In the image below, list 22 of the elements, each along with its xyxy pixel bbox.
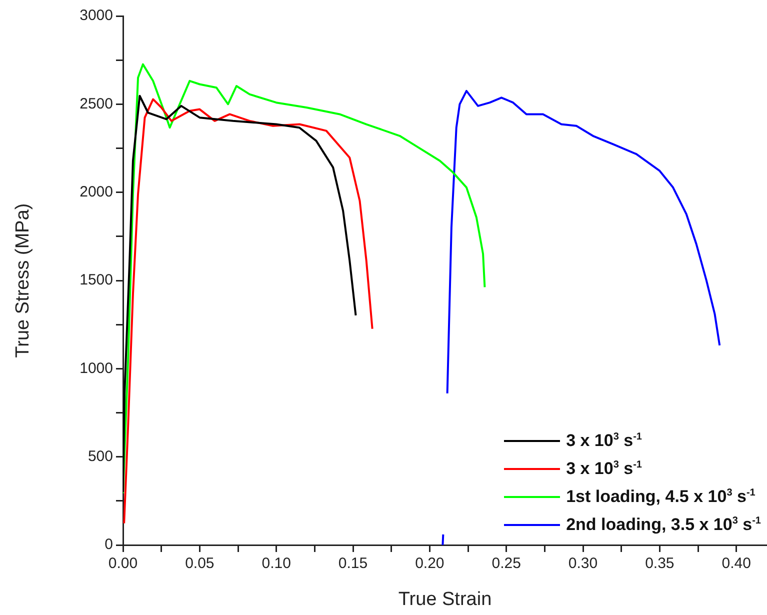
x-tick-label: 0.05 (185, 555, 214, 572)
x-tick-label: 0.25 (492, 555, 521, 572)
x-tick-label: 0.30 (568, 555, 598, 572)
legend-label: 1st loading, 4.5 x 10$^{3}$ s$^{-1}$ (566, 487, 756, 507)
legend-label: 3 x 10$^{3}$ s$^{-1}$ (566, 431, 642, 451)
legend-label: 2nd loading, 3.5 x 10$^{3}$ s$^{-1}$ (566, 515, 761, 535)
x-tick-label: 0.10 (262, 555, 291, 572)
y-tick-label: 3000 (80, 7, 113, 24)
x-tick-label: 0.35 (645, 555, 674, 572)
y-tick-label: 1500 (80, 272, 113, 289)
x-tick-label: 0.15 (338, 555, 368, 572)
x-axis-title: True Strain (398, 588, 492, 610)
x-tick-label: 0.20 (415, 555, 444, 572)
y-tick-label: 0 (104, 536, 113, 554)
y-axis-title: True Stress (MPa) (12, 203, 34, 358)
x-tick-label: 0.40 (722, 555, 751, 572)
y-tick-label: 500 (88, 448, 113, 465)
y-tick-label: 2500 (80, 95, 113, 112)
x-tick-label: 0.00 (108, 555, 138, 572)
legend-label: 3 x 10$^{3}$ s$^{-1}$ (566, 459, 642, 479)
y-tick-label: 2000 (80, 183, 113, 200)
y-tick-label: 1000 (80, 360, 113, 377)
